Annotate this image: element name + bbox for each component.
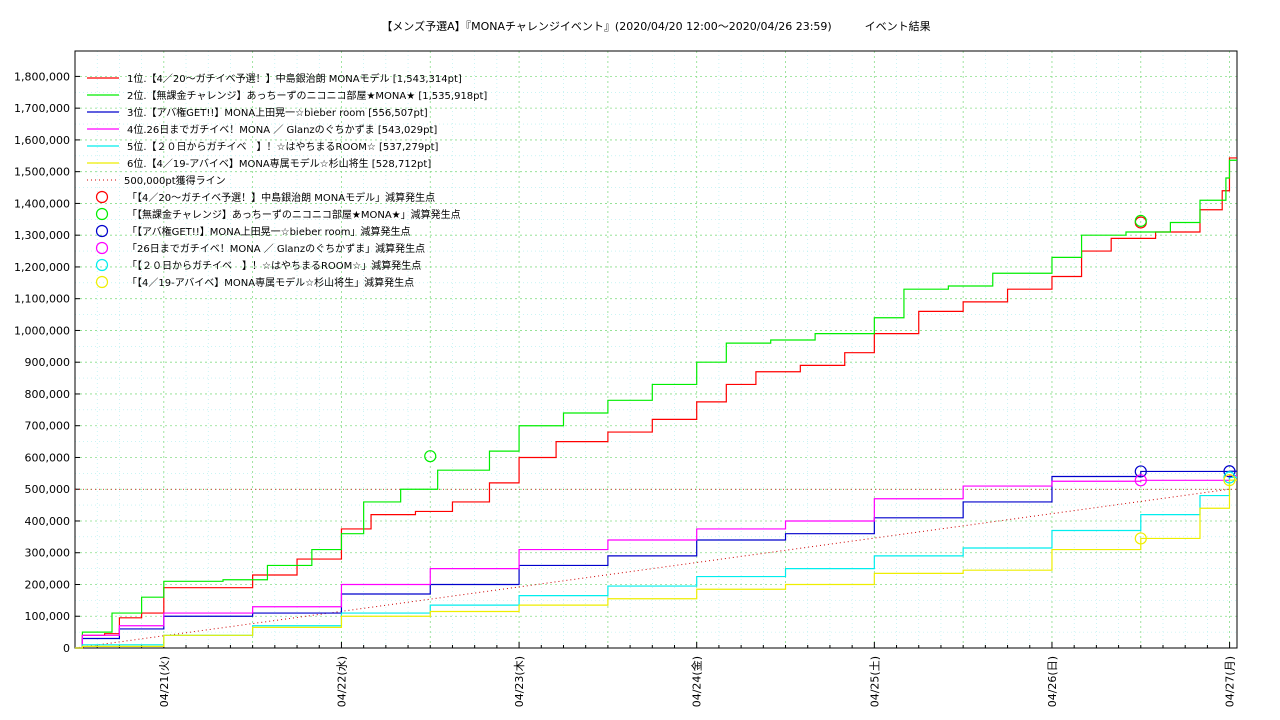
y-tick-label: 0: [63, 642, 70, 655]
y-tick-label: 1,500,000: [14, 166, 70, 179]
marker-2: [1134, 214, 1147, 227]
y-tick-label: 100,000: [25, 610, 71, 623]
legend-marker-3: [95, 224, 109, 238]
x-tick-label: 04/27(月): [1224, 656, 1237, 707]
y-tick-label: 1,700,000: [14, 102, 70, 115]
series-line-5: [75, 476, 1237, 649]
series-line-2: [75, 159, 1237, 649]
x-tick-label: 04/24(金): [690, 656, 704, 707]
marker-6: [1223, 474, 1236, 487]
legend-marker-entry-6: 「【4／19-アバイベ】MONA専属モデル☆杉山将生」減算発生点: [127, 276, 414, 289]
legend-entry-3: 3位.【アバ権GET!!】MONA上田晃一☆bieber room [556,5…: [127, 106, 428, 119]
y-tick-label: 900,000: [25, 356, 71, 369]
legend: 1位.【4／20～ガチイベ予選！】中島銀治朗 MONAモデル [1,543,31…: [87, 72, 487, 289]
x-tick-label: 04/23(木): [513, 656, 526, 707]
legend-marker-4: [95, 241, 109, 255]
chart-title: 【メンズ予選A】『MONAチャレンジイベント』(2020/04/20 12:00…: [381, 20, 931, 33]
y-tick-label: 1,000,000: [14, 324, 70, 337]
y-tick-label: 400,000: [25, 515, 71, 528]
y-tick-label: 1,600,000: [14, 134, 70, 147]
legend-marker-entry-1: 「【4／20～ガチイベ予選！】中島銀治朗 MONAモデル」減算発生点: [127, 191, 435, 204]
marker-4: [1134, 474, 1147, 487]
legend-marker-entry-4: 「26日までガチイベ！MONA ／ Glanzのぐちかずま」減算発生点: [127, 242, 425, 255]
x-tick-label: 04/25(土): [868, 656, 881, 707]
legend-entry-1: 1位.【4／20～ガチイベ予選！】中島銀治朗 MONAモデル [1,543,31…: [127, 72, 462, 85]
series-line-4: [75, 474, 1237, 649]
series-line-6: [75, 479, 1237, 649]
x-tick-label: 04/22(水): [335, 656, 348, 707]
marker-3: [1134, 465, 1147, 478]
legend-marker-6: [95, 275, 109, 289]
marker-6: [1134, 532, 1147, 545]
legend-marker-entry-5: 「【２０日からガチイベ 】！☆はやちまるROOM☆」減算発生点: [127, 259, 421, 272]
y-tick-label: 1,200,000: [14, 261, 70, 274]
y-tick-label: 1,800,000: [14, 70, 70, 83]
plot-frame: [74, 50, 1238, 649]
y-tick-label: 700,000: [25, 420, 71, 433]
y-tick-label: 1,100,000: [14, 293, 70, 306]
legend-entry-6: 6位.【4／19-アバイベ】MONA専属モデル☆杉山将生 [528,712pt]: [127, 157, 431, 170]
legend-marker-2: [95, 207, 109, 221]
y-tick-label: 200,000: [25, 578, 71, 591]
y-tick-label: 600,000: [25, 451, 71, 464]
y-tick-label: 300,000: [25, 547, 71, 560]
legend-entry-reference: 500,000pt獲得ライン: [124, 174, 226, 187]
legend-marker-1: [95, 190, 109, 204]
y-tick-label: 1,400,000: [14, 197, 70, 210]
x-tick-label: 04/21(火): [158, 656, 171, 707]
x-tick-label: 04/26(日): [1046, 656, 1059, 707]
legend-marker-5: [95, 258, 109, 272]
legend-marker-entry-2: 「【無課金チャレンジ】あっちーずのニコニコ部屋★MONA★」減算発生点: [127, 208, 461, 221]
legend-entry-2: 2位.【無課金チャレンジ】あっちーずのニコニコ部屋★MONA★ [1,535,9…: [127, 89, 487, 102]
y-tick-label: 800,000: [25, 388, 71, 401]
series-line-3: [75, 470, 1237, 649]
y-tick-label: 500,000: [25, 483, 71, 496]
legend-entry-5: 5位.【２０日からガチイベ 】！☆はやちまるROOM☆ [537,279pt]: [127, 140, 438, 153]
marker-3: [1223, 465, 1236, 478]
y-tick-label: 1,300,000: [14, 229, 70, 242]
legend-marker-entry-3: 「【アバ権GET!!】MONA上田晃一☆bieber room」減算発生点: [127, 225, 411, 238]
marker-2: [424, 450, 437, 463]
marker-5: [1223, 471, 1236, 484]
legend-entry-4: 4位.26日までガチイベ！MONA ／ Glanzのぐちかずま [543,029…: [127, 123, 437, 136]
reference-line-500000: [74, 488, 1230, 649]
